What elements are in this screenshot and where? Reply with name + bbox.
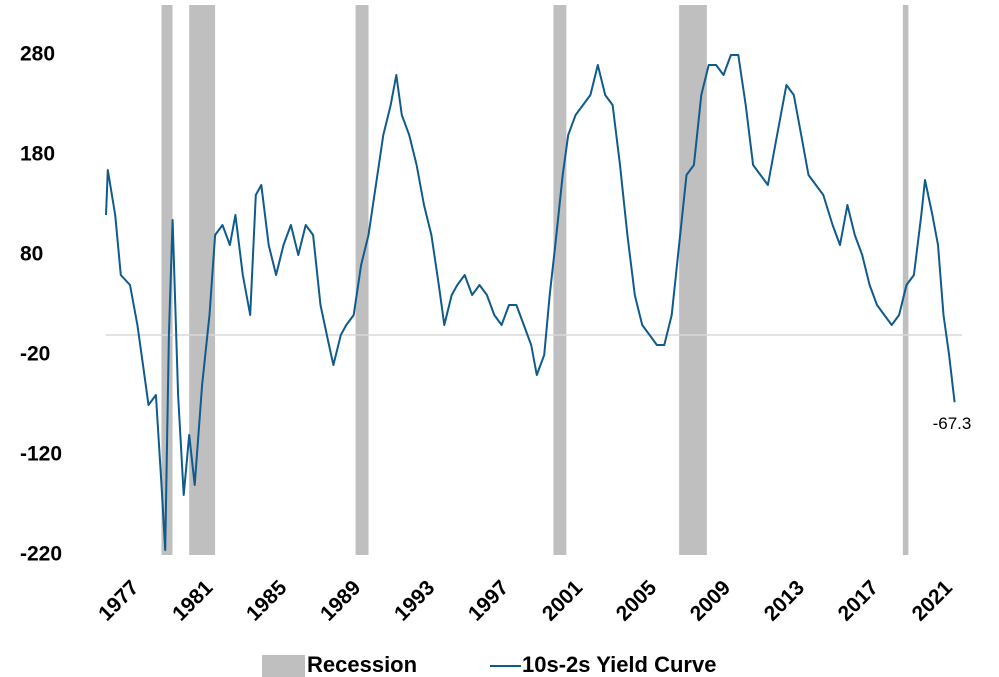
legend-swatch bbox=[262, 655, 305, 677]
x-tick-label: 2005 bbox=[612, 576, 662, 626]
recession-band bbox=[902, 5, 909, 555]
x-tick-label: 2021 bbox=[908, 576, 958, 626]
annotation: -67.3 bbox=[933, 414, 972, 433]
x-tick-label: 2001 bbox=[538, 576, 588, 626]
x-tick-label: 1993 bbox=[390, 576, 439, 625]
legend-label: 10s-2s Yield Curve bbox=[522, 652, 716, 677]
x-tick-label: 2013 bbox=[760, 576, 809, 625]
y-tick-label: -220 bbox=[20, 543, 62, 566]
recession-band bbox=[679, 5, 707, 555]
x-tick-label: 1977 bbox=[94, 576, 143, 625]
x-tick-label: 1989 bbox=[316, 576, 365, 625]
x-tick-label: 2009 bbox=[686, 576, 735, 625]
recession-band bbox=[161, 5, 173, 555]
x-tick-label: 2017 bbox=[834, 576, 883, 625]
y-tick-label: 280 bbox=[20, 43, 55, 66]
recession-band bbox=[189, 5, 216, 555]
recession-band bbox=[355, 5, 369, 555]
y-tick-label: -120 bbox=[20, 443, 62, 466]
x-tick-label: 1985 bbox=[242, 576, 292, 626]
x-tick-label: 1997 bbox=[464, 576, 513, 625]
series-line bbox=[105, 54, 956, 551]
x-tick-label: 1981 bbox=[168, 576, 218, 626]
recession-band bbox=[553, 5, 567, 555]
y-tick-label: -20 bbox=[20, 343, 50, 366]
legend-label: Recession bbox=[307, 652, 417, 677]
y-tick-label: 180 bbox=[20, 143, 55, 166]
y-tick-label: 80 bbox=[20, 243, 43, 266]
